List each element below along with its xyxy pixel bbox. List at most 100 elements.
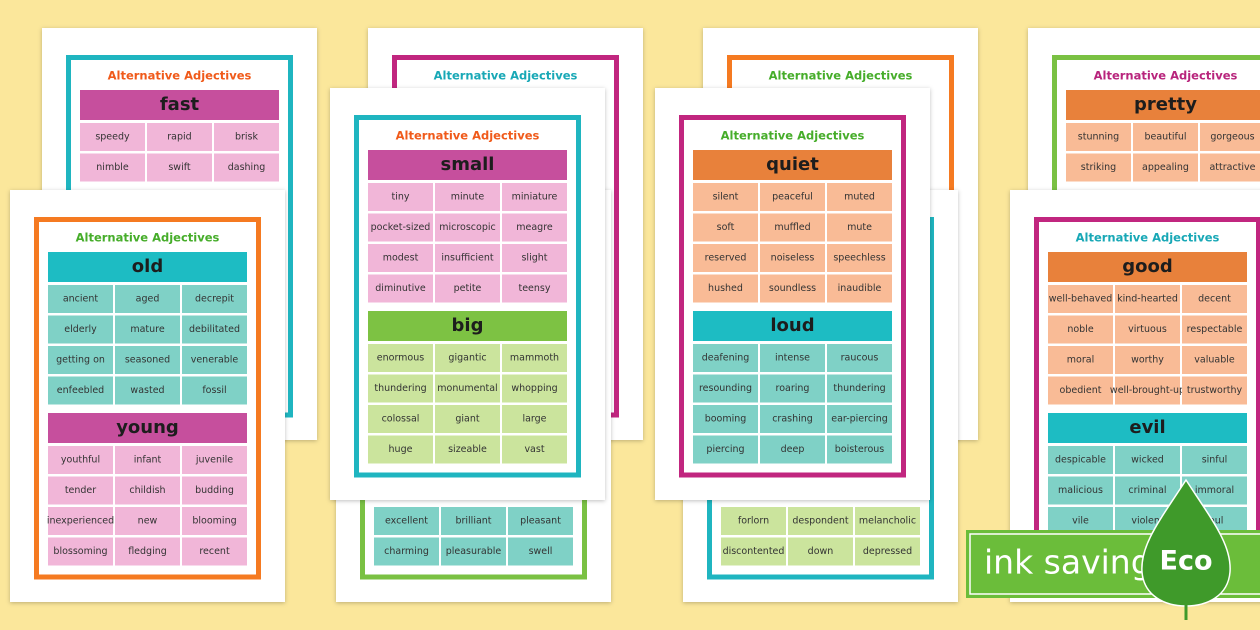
- word: charming: [384, 546, 429, 557]
- word: moral: [1067, 355, 1094, 366]
- word-cell: [115, 537, 180, 566]
- word-cell: [827, 344, 892, 372]
- word-cell: [1115, 285, 1180, 313]
- word-cell: [721, 537, 786, 566]
- word: miniature: [512, 192, 558, 203]
- word-cell: [827, 374, 892, 403]
- word: well-brought-up: [1110, 385, 1185, 396]
- section-header: [1048, 252, 1247, 282]
- word-cell: [693, 405, 758, 433]
- word-cell: [182, 507, 247, 535]
- word-cell: [48, 446, 113, 474]
- word: ear-piercing: [831, 414, 888, 425]
- word: thundering: [833, 383, 885, 394]
- word: blooming: [192, 516, 236, 527]
- word: petite: [454, 283, 482, 294]
- word-cell: [1048, 376, 1113, 405]
- word: noiseless: [771, 253, 815, 264]
- word-cell: [760, 374, 825, 403]
- word: immoral: [1195, 485, 1234, 496]
- word-cell: [214, 153, 279, 182]
- section-heading: pretty: [1134, 94, 1197, 115]
- word: soft: [717, 222, 735, 233]
- word: booming: [705, 414, 747, 425]
- word-cell: [435, 244, 500, 272]
- word-cell: [1115, 346, 1180, 374]
- word-cell: [1048, 285, 1113, 313]
- word: noble: [1067, 324, 1094, 335]
- word: gigantic: [448, 353, 486, 364]
- word: melancholic: [859, 516, 916, 527]
- word-cell: [368, 405, 433, 433]
- word-cell: [1115, 315, 1180, 344]
- word-cell: [115, 346, 180, 374]
- word-cell: [435, 374, 500, 403]
- word: vile: [1072, 516, 1089, 527]
- word-cell: [693, 274, 758, 303]
- word: soundless: [769, 283, 816, 294]
- word-cell: [80, 153, 145, 182]
- word: despondent: [792, 516, 849, 527]
- eco-badge: ink saving Eco: [966, 478, 1260, 620]
- word: sizeable: [448, 444, 487, 455]
- word: inaudible: [838, 283, 882, 294]
- section-heading: loud: [770, 315, 814, 336]
- word: modest: [383, 253, 419, 264]
- section-header: [368, 150, 567, 180]
- word-cell: [48, 507, 113, 535]
- word-cell: [1182, 376, 1247, 405]
- word: enormous: [377, 353, 425, 364]
- word-cell: [827, 405, 892, 433]
- word-cell: [1133, 123, 1198, 151]
- word-cell: [182, 446, 247, 474]
- word-cell: [435, 435, 500, 464]
- word: ancient: [63, 294, 99, 305]
- word-cell: [435, 183, 500, 211]
- word-cell: [693, 435, 758, 464]
- word-cell: [1048, 346, 1113, 374]
- word: vast: [524, 444, 544, 455]
- word: brisk: [235, 132, 259, 143]
- word-cell: [693, 374, 758, 403]
- word: decrepit: [195, 294, 234, 305]
- poster-title: Alternative Adjectives: [108, 69, 252, 83]
- word: depressed: [863, 546, 912, 557]
- word: sinful: [1202, 455, 1228, 466]
- word: brilliant: [455, 516, 491, 527]
- word-cell: [1182, 446, 1247, 474]
- section-heading: evil: [1129, 417, 1165, 438]
- poster-frame: [34, 217, 261, 580]
- word-cell: [788, 507, 853, 535]
- word: striking: [1081, 162, 1116, 173]
- word: mature: [130, 324, 165, 335]
- section-header: [1066, 90, 1260, 120]
- word: down: [808, 546, 834, 557]
- word: minute: [451, 192, 485, 203]
- word-cell: [788, 537, 853, 566]
- word-cell: [115, 476, 180, 505]
- badge-label: Eco: [1160, 546, 1213, 577]
- poster-title: Alternative Adjectives: [434, 69, 578, 83]
- word: monumental: [437, 383, 497, 394]
- word-cell: [368, 274, 433, 303]
- word: large: [522, 414, 546, 425]
- word-cell: [502, 405, 567, 433]
- word-cell: [1200, 153, 1260, 182]
- word: deep: [781, 444, 805, 455]
- word-cell: [80, 123, 145, 151]
- word-cell: [827, 213, 892, 242]
- word: venerable: [191, 355, 239, 366]
- poster-title: Alternative Adjectives: [396, 129, 540, 143]
- word-cell: [760, 344, 825, 372]
- word-cell: [48, 537, 113, 566]
- word-cell: [502, 183, 567, 211]
- word: pocket-sized: [371, 222, 431, 233]
- word: inexperienced: [47, 516, 114, 527]
- word-cell: [368, 435, 433, 464]
- word: reserved: [705, 253, 747, 264]
- word: forlorn: [738, 516, 769, 527]
- word-cell: [182, 476, 247, 505]
- word: nimble: [96, 162, 129, 173]
- word: hushed: [708, 283, 743, 294]
- word: debilitated: [189, 324, 240, 335]
